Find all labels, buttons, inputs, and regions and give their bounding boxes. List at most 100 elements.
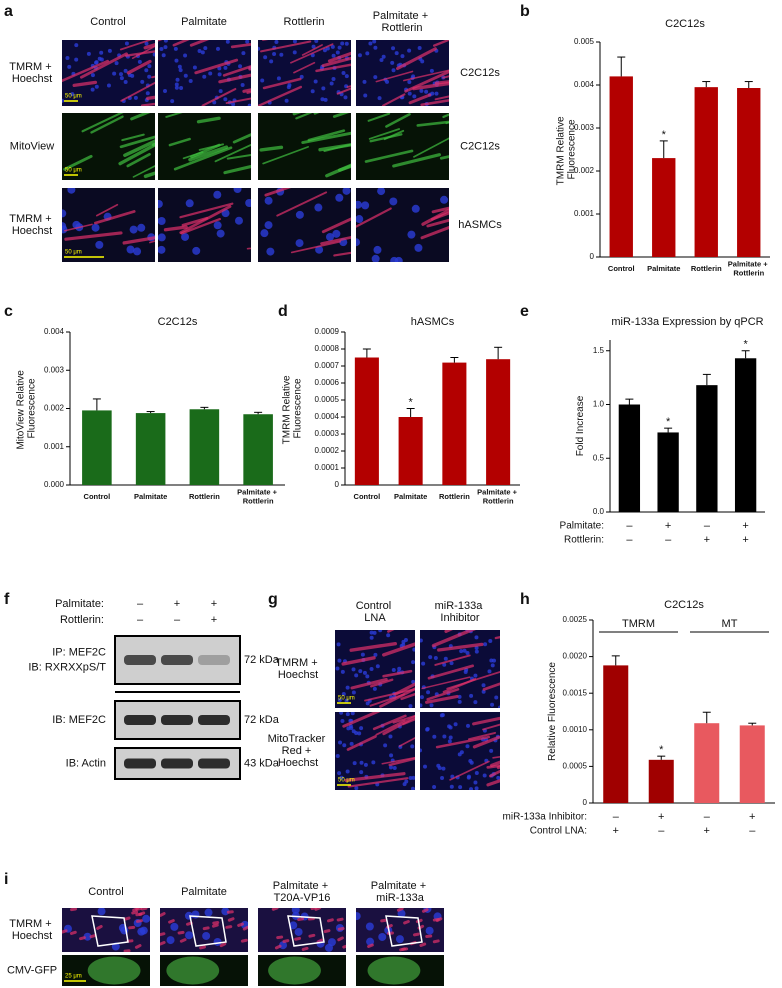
micrograph (160, 908, 248, 952)
streak (276, 935, 284, 940)
nucleus (97, 56, 102, 61)
nucleus (158, 245, 166, 254)
nucleus (408, 776, 413, 781)
streak (320, 235, 351, 246)
y-tick-label: 1.0 (593, 400, 605, 409)
nucleus (337, 45, 342, 50)
text-line: Palmitate + (728, 259, 770, 268)
nucleus (324, 943, 333, 952)
streak (346, 735, 377, 751)
streak (123, 916, 131, 921)
nucleus (163, 45, 168, 50)
streak (364, 688, 415, 702)
nucleus (329, 81, 334, 86)
text-line: MitoView Relative (15, 367, 26, 449)
nucleus (360, 652, 365, 657)
nucleus (469, 787, 474, 790)
nucleus (314, 203, 323, 212)
nucleus (144, 68, 149, 73)
nucleus (118, 72, 123, 77)
nucleus (375, 664, 380, 669)
text-line: MitoView (10, 140, 54, 152)
group-label: MT (722, 618, 738, 630)
column-label: Palmitate + Rottlerin (373, 10, 431, 34)
nucleus (457, 694, 462, 699)
bar (442, 362, 467, 485)
bar (657, 432, 679, 512)
nucleus (240, 82, 245, 87)
nucleus (137, 59, 142, 64)
cell-outline (189, 915, 227, 947)
streak (310, 908, 318, 911)
streak (237, 922, 244, 927)
nucleus (213, 221, 222, 230)
nucleus (490, 702, 495, 707)
nucleus (420, 703, 423, 708)
nucleus (419, 88, 424, 93)
nucleus (390, 60, 395, 65)
scale-bar-label: 50 μm (65, 250, 82, 256)
nucleus (202, 931, 211, 940)
streak (260, 40, 312, 53)
streak (396, 47, 437, 71)
nucleus (481, 683, 486, 688)
blot-band (124, 758, 156, 769)
streak (290, 43, 334, 64)
nucleus (434, 91, 439, 96)
condition-mark: – (613, 811, 620, 823)
condition-mark: + (704, 534, 710, 546)
streak (326, 918, 334, 923)
nucleus (420, 59, 425, 64)
y-tick-label: 0.0007 (315, 361, 340, 370)
column-label: Control LNA (356, 600, 395, 624)
bar (486, 359, 511, 485)
nucleus (67, 188, 76, 194)
nucleus (178, 68, 183, 73)
streak (62, 929, 68, 934)
nucleus (331, 53, 336, 58)
streak (63, 154, 93, 171)
streak (242, 925, 248, 931)
streak (344, 772, 406, 782)
significance: * (662, 129, 667, 141)
nucleus (217, 72, 222, 77)
nucleus (437, 765, 442, 770)
text-line: Control (90, 16, 125, 28)
scale-bar-label: 50 μm (338, 778, 355, 784)
streak (490, 760, 500, 767)
streak (301, 131, 351, 145)
streak (124, 50, 155, 57)
streak (398, 736, 415, 747)
nucleus (341, 71, 346, 76)
panel-letter: e (520, 303, 529, 320)
nucleus (107, 48, 112, 53)
text-line: TMRM + (9, 61, 55, 73)
streak (143, 171, 155, 179)
streak (179, 202, 234, 219)
bar (135, 413, 166, 485)
cell-line-label: C2C12s (460, 140, 500, 152)
micrograph (62, 113, 155, 180)
streak (199, 945, 207, 950)
nucleus (332, 229, 341, 238)
streak (264, 188, 292, 197)
condition-mark: + (658, 811, 664, 823)
nucleus (90, 73, 95, 78)
panel-letter: h (520, 591, 530, 608)
nucleus (188, 79, 193, 84)
streak (188, 145, 229, 162)
bar (603, 665, 629, 803)
nucleus (473, 673, 478, 678)
panel-letter: c (4, 303, 13, 320)
nucleus (139, 926, 148, 935)
significance: * (659, 744, 664, 756)
streak (382, 669, 413, 678)
y-axis-label: TMRM Relative Fluorescence (555, 114, 577, 186)
nucleus (391, 68, 396, 73)
y-tick-label: 0.0006 (315, 378, 340, 387)
column-label: Palmitate (181, 16, 227, 28)
nucleus (488, 639, 493, 644)
text-line: Fluorescence (26, 378, 37, 438)
streak (325, 163, 351, 178)
gfp-cell (367, 956, 421, 985)
